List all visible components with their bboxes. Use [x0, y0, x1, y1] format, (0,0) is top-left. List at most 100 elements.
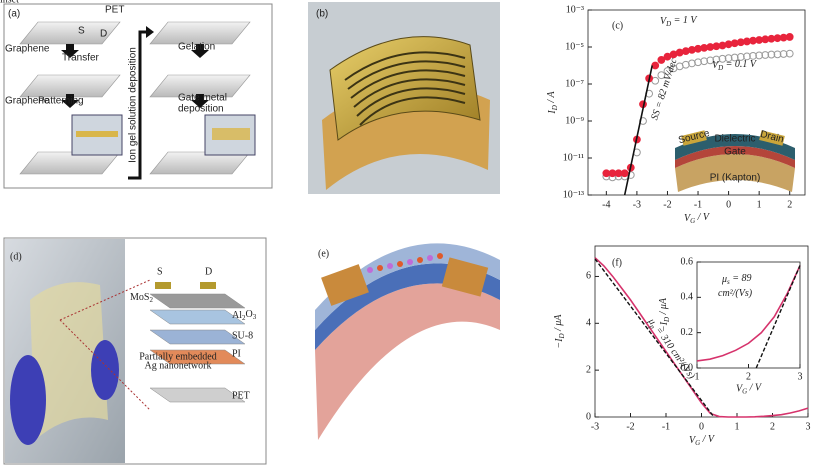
- subscript: D: [558, 333, 566, 339]
- y-axis-label: ID / A: [546, 91, 558, 115]
- text-part: = 1 V: [671, 15, 698, 26]
- data-point: [730, 53, 739, 62]
- data-line: [755, 265, 801, 369]
- data-point: [743, 52, 751, 61]
- annotation: VD = 0.1 V: [712, 59, 758, 71]
- subscript: D: [717, 64, 723, 72]
- data-point: [736, 53, 745, 61]
- data-point: [755, 51, 764, 60]
- subscript: p: [648, 322, 657, 331]
- panel-a-label: Gate metal: [178, 93, 227, 104]
- panel-label: (c): [612, 20, 623, 31]
- inset-strip: [76, 131, 118, 137]
- glove: [10, 355, 46, 445]
- subscript: D: [663, 317, 671, 323]
- data-point: [718, 41, 727, 50]
- electrode: [350, 69, 466, 99]
- y-axis-label: −ID / μA: [658, 297, 670, 332]
- sheet: [19, 74, 121, 98]
- y-axis-label: −ID / μA: [553, 314, 565, 349]
- drain: [759, 130, 785, 146]
- text-part: V: [684, 213, 692, 224]
- source: [681, 130, 707, 146]
- data-point: [785, 49, 794, 58]
- panel-a-label: Transfer: [62, 53, 100, 64]
- process-arrow: [128, 30, 148, 180]
- text-part: / V: [695, 212, 711, 223]
- panel-d-label: SU-8: [232, 330, 253, 341]
- plot-frame: [587, 9, 806, 196]
- data-point: [712, 55, 721, 64]
- panel-d-label: S: [157, 266, 163, 277]
- subscript: G: [690, 217, 695, 225]
- arrow: [191, 94, 209, 108]
- annotation: VD = 1 V: [660, 15, 698, 27]
- text-part: −I: [659, 321, 670, 332]
- data-line: [594, 258, 715, 418]
- data-point: [694, 58, 702, 67]
- y-tick-label: 10⁻⁵: [565, 41, 584, 52]
- text-part: cm²/(Vs): [718, 288, 753, 299]
- data-point: [681, 47, 690, 56]
- layer-label: PI (Kapton): [710, 173, 761, 184]
- panel-d-label: D: [205, 266, 212, 277]
- annotation: cm²/(Vs): [718, 288, 753, 299]
- y-tick-label: 4: [586, 318, 591, 329]
- x-tick-label: -1: [694, 199, 702, 210]
- electrode: [353, 78, 466, 108]
- electrode: [347, 60, 466, 90]
- electrode: [441, 257, 489, 297]
- y-tick-label: 0.0: [681, 362, 694, 373]
- atom: [407, 259, 413, 265]
- y-tick-label: 10⁻¹³: [563, 189, 584, 200]
- atom: [417, 257, 423, 263]
- panel-d-label: PI: [232, 348, 241, 359]
- text-part: = 0.1 V: [723, 59, 758, 70]
- electrode: [356, 87, 466, 117]
- y-tick-label: 10⁻³: [566, 4, 584, 15]
- panel-d-label: PET: [232, 390, 250, 401]
- data-point: [724, 54, 733, 63]
- panel-a-label: Ion gel solution deposition: [128, 47, 139, 163]
- arrow: [61, 44, 79, 58]
- data-point: [773, 50, 782, 59]
- layer-mos2: [149, 293, 246, 309]
- panel-d-label: Partially embedded: [139, 351, 216, 362]
- panel-a-label: deposition: [178, 104, 224, 115]
- x-tick-label: 1: [735, 421, 740, 432]
- layer-pi: [675, 154, 795, 192]
- data-line: [623, 65, 653, 196]
- electrode: [321, 264, 369, 306]
- panel-a-label: S: [78, 26, 85, 37]
- text-part: V: [712, 60, 720, 71]
- text-part: Al: [232, 310, 242, 321]
- data-point: [700, 57, 709, 66]
- panel-a-label: Gelation: [178, 42, 215, 53]
- panel-a-label: PET: [105, 5, 124, 16]
- contact-s: [155, 282, 171, 289]
- sheet: [149, 21, 251, 45]
- x-tick-label: 1: [695, 371, 700, 382]
- text-part: / A: [546, 91, 557, 106]
- x-tick-label: -1: [662, 421, 670, 432]
- y-tick-label: 0.4: [681, 292, 694, 303]
- x-tick-label: 0: [699, 421, 704, 432]
- text-part: −I: [554, 338, 565, 349]
- glove: [91, 340, 119, 400]
- layer-al2o3: [149, 309, 246, 325]
- atom: [377, 265, 383, 271]
- x-tick-label: -3: [633, 199, 641, 210]
- x-tick-label: -4: [602, 199, 610, 210]
- x-tick-label: -3: [591, 421, 599, 432]
- sheet: [19, 21, 121, 45]
- y-tick-label: 10⁻⁹: [565, 115, 584, 126]
- text-part: I: [547, 110, 558, 115]
- atom: [397, 261, 403, 267]
- sheet: [149, 74, 251, 98]
- y-tick-label: 2: [586, 364, 591, 375]
- data-point: [651, 61, 660, 70]
- subscript: 3: [253, 313, 257, 321]
- text-part: / V: [700, 434, 716, 445]
- arrow: [191, 44, 209, 58]
